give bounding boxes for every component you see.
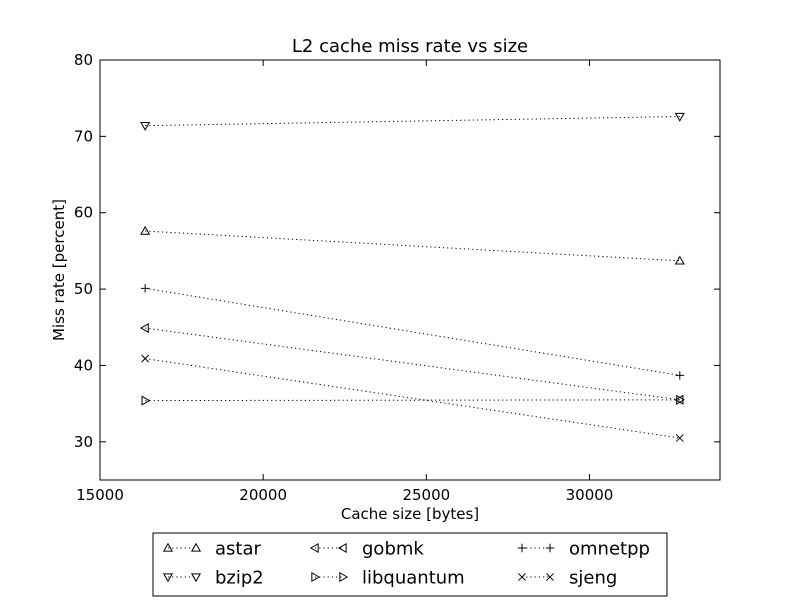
legend-marker-astar: [162, 542, 174, 552]
legend-marker-bzip2: [190, 573, 202, 583]
legend-marker-omnetpp: [545, 543, 555, 553]
legend-marker-sjeng: [546, 573, 554, 581]
x-tick-label: 30000: [566, 486, 614, 504]
legend-label-omnetpp: omnetpp: [569, 539, 650, 560]
series-line-sjeng: [145, 358, 680, 439]
data-point-astar: [140, 225, 151, 235]
legend-label-bzip2: bzip2: [215, 568, 264, 589]
x-tick-label: 25000: [402, 486, 450, 504]
x-tick-label: 15000: [76, 486, 124, 504]
legend-marker-libquantum: [311, 571, 321, 583]
data-point-sjeng: [675, 434, 684, 442]
chart-title: L2 cache miss rate vs size: [292, 36, 528, 57]
data-point-astar: [674, 255, 685, 265]
data-point-libquantum: [676, 394, 686, 405]
legend-marker-gobmk: [337, 542, 347, 554]
marks-layer: [139, 112, 686, 442]
data-point-gobmk: [674, 394, 684, 405]
plot-frame: [99, 59, 721, 481]
legend-box: [152, 532, 668, 597]
x-tick-label: 20000: [239, 486, 287, 504]
data-point-sjeng: [141, 354, 150, 363]
series-line-bzip2: [145, 116, 680, 127]
legend-marker-gobmk: [309, 542, 319, 554]
legend-marker-omnetpp: [517, 543, 527, 553]
x-axis-label: Cache size [bytes]: [341, 505, 479, 523]
legend-marker-libquantum: [339, 571, 349, 583]
y-tick-label: 50: [74, 280, 93, 298]
y-tick-label: 60: [74, 204, 93, 222]
series-line-libquantum: [145, 399, 680, 402]
data-point-bzip2: [140, 122, 151, 131]
data-point-gobmk: [139, 322, 149, 334]
legend-label-gobmk: gobmk: [362, 539, 424, 560]
y-tick-label: 70: [74, 127, 93, 145]
series-line-gobmk: [145, 327, 680, 401]
legend-label-libquantum: libquantum: [362, 568, 465, 589]
data-point-omnetpp: [140, 284, 150, 293]
data-point-bzip2: [674, 112, 685, 122]
y-tick-label: 30: [74, 433, 93, 451]
legend-marker-astar: [190, 542, 202, 552]
series-line-astar: [145, 230, 680, 262]
y-tick-label: 40: [74, 356, 93, 374]
legend-label-astar: astar: [215, 539, 261, 560]
data-point-libquantum: [141, 395, 151, 406]
data-point-omnetpp: [675, 371, 684, 380]
legend-label-sjeng: sjeng: [569, 568, 617, 589]
y-axis-label: Miss rate [percent]: [50, 199, 68, 341]
legend: astar bzip2 gobmk libquantum omnetpp sjeng: [152, 532, 668, 597]
legend-marker-bzip2: [162, 573, 174, 583]
legend-marker-sjeng: [518, 573, 526, 581]
y-tick-label: 80: [74, 51, 93, 69]
